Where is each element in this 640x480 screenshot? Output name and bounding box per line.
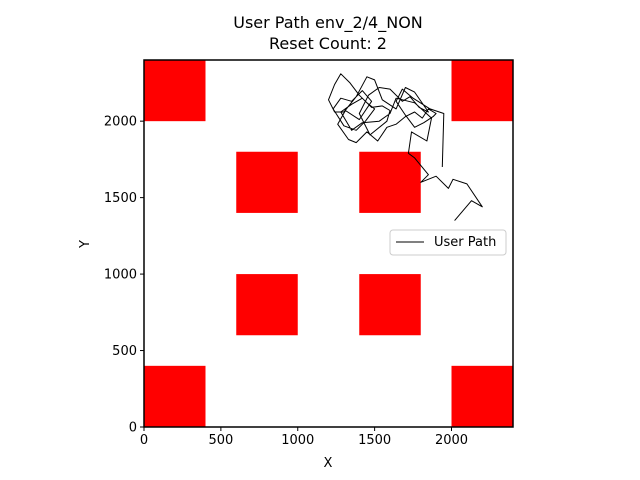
x-axis-label: X: [324, 456, 333, 471]
x-tick-label: 1000: [281, 433, 314, 448]
user-path-line: [328, 73, 483, 221]
y-axis-label: Y: [78, 240, 93, 249]
obstacle-square: [236, 151, 298, 213]
path-layer: [328, 73, 483, 221]
x-tick-label: 500: [208, 433, 233, 448]
y-tick-label: 500: [112, 344, 137, 359]
legend: User Path: [389, 229, 507, 256]
obstacle-square: [451, 60, 513, 122]
obstacle-square: [144, 365, 206, 427]
chart-subtitle: Reset Count: 2: [269, 34, 387, 53]
chart-title: User Path env_2/4_NON: [233, 13, 423, 33]
obstacle-square: [451, 365, 513, 427]
x-tick-label: 0: [140, 433, 148, 448]
y-tick-label: 0: [129, 421, 137, 436]
y-tick-label: 2000: [104, 115, 137, 130]
obstacle-square: [144, 60, 206, 122]
y-axis-ticks: 0 500 1000 1500 2000: [104, 115, 144, 436]
plot-frame: [143, 59, 514, 428]
obstacle-square: [359, 151, 421, 213]
obstacle-square: [359, 274, 421, 336]
legend-label: User Path: [434, 235, 496, 250]
y-tick-label: 1500: [104, 191, 137, 206]
x-tick-label: 2000: [435, 433, 468, 448]
legend-box: [389, 229, 507, 256]
y-tick-label: 1000: [104, 268, 137, 283]
x-axis-ticks: 0 500 1000 1500 2000: [140, 427, 468, 448]
obstacle-layer: [144, 60, 513, 427]
obstacle-square: [236, 274, 298, 336]
x-tick-label: 1500: [358, 433, 391, 448]
